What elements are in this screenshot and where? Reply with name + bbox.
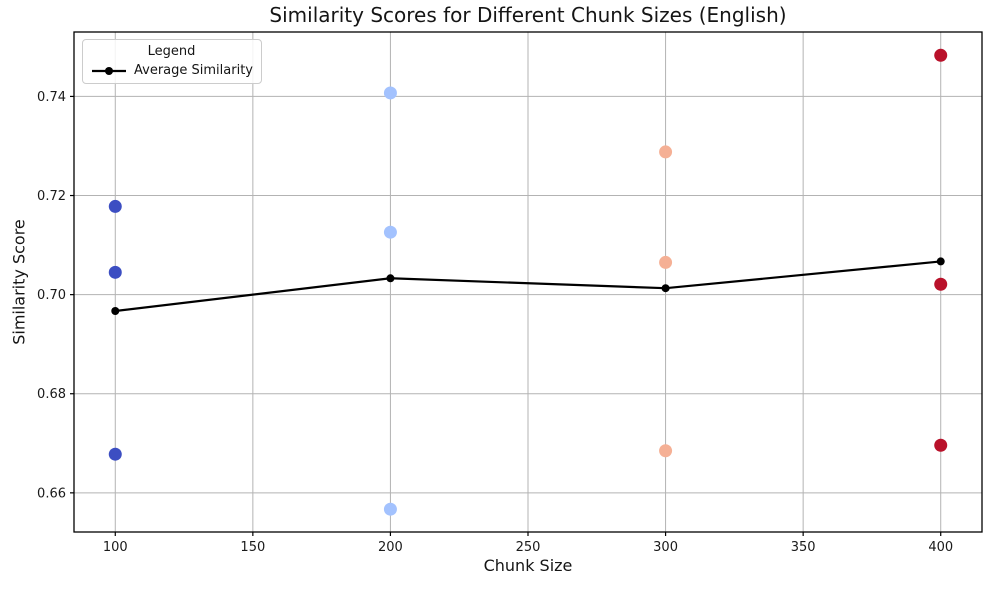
scatter-point-chunk-400 bbox=[934, 48, 948, 62]
average-similarity-line bbox=[115, 260, 941, 313]
x-axis-label: Chunk Size bbox=[483, 556, 573, 575]
y-tick-label: 0.66 bbox=[37, 486, 66, 501]
x-tick-label: 350 bbox=[791, 540, 816, 555]
scatter-point-chunk-300 bbox=[659, 444, 673, 458]
chart-title: Similarity Scores for Different Chunk Si… bbox=[269, 3, 787, 27]
average-similarity-marker bbox=[111, 306, 120, 315]
y-tick-label: 0.74 bbox=[37, 90, 66, 105]
scatter-point-chunk-400 bbox=[934, 277, 948, 291]
average-similarity-line-marker-icon bbox=[92, 66, 126, 75]
y-tick-label: 0.70 bbox=[37, 288, 66, 303]
legend-entry-label: Average Similarity bbox=[134, 63, 253, 78]
legend: Legend Average Similarity bbox=[82, 39, 262, 84]
scatter-point-chunk-100 bbox=[108, 199, 122, 213]
scatter-point-chunk-200 bbox=[383, 502, 397, 516]
x-tick-label: 250 bbox=[516, 540, 541, 555]
x-tick-label: 150 bbox=[240, 540, 265, 555]
x-tick-label: 300 bbox=[653, 540, 678, 555]
x-tick-label: 100 bbox=[103, 540, 128, 555]
scatter-point-chunk-200 bbox=[383, 225, 397, 239]
scatter-point-chunk-200 bbox=[383, 86, 397, 100]
scatter-point-chunk-100 bbox=[108, 265, 122, 279]
legend-entry-average-similarity: Average Similarity bbox=[90, 61, 253, 80]
scatter-point-chunk-300 bbox=[659, 255, 673, 269]
scatter-point-chunk-400 bbox=[934, 438, 948, 452]
average-similarity-marker bbox=[386, 274, 395, 283]
scatter-point-chunk-100 bbox=[108, 447, 122, 461]
x-tick-label: 400 bbox=[928, 540, 953, 555]
scatter-point-chunk-300 bbox=[659, 145, 673, 159]
y-axis-label: Similarity Score bbox=[9, 219, 29, 345]
x-tick-label: 200 bbox=[378, 540, 403, 555]
legend-title: Legend bbox=[147, 44, 196, 59]
plot-border bbox=[73, 31, 983, 533]
average-similarity-marker bbox=[936, 257, 945, 266]
average-similarity-marker bbox=[661, 284, 670, 293]
y-tick-label: 0.68 bbox=[37, 387, 66, 402]
y-tick-label: 0.72 bbox=[37, 189, 66, 204]
